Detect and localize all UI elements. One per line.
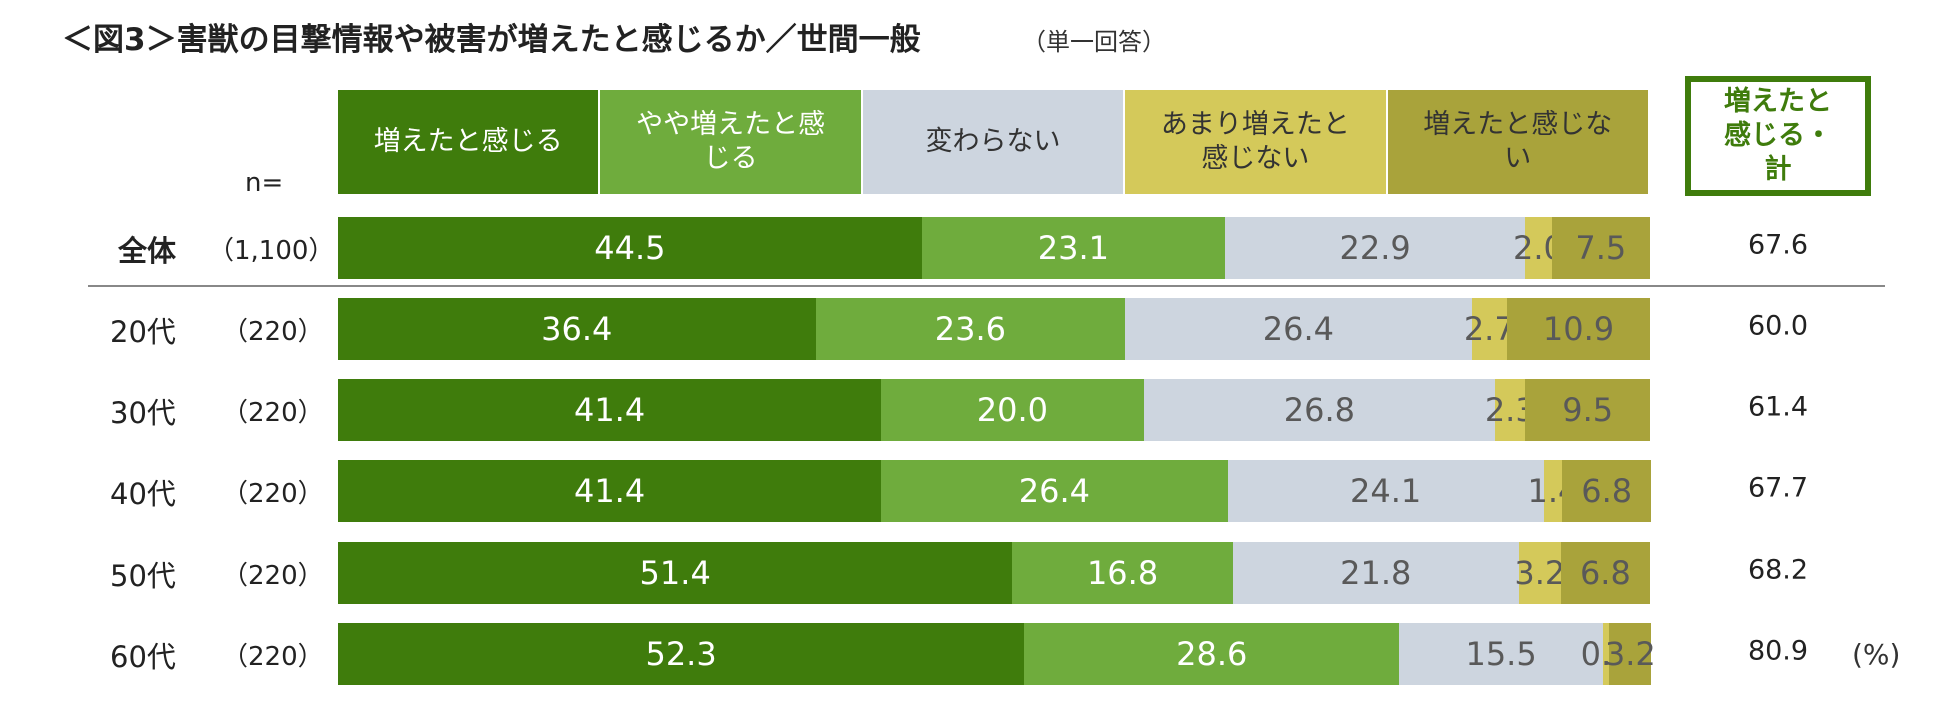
bar-segment	[1518, 542, 1561, 604]
legend-item: 増えたと感じない	[1387, 90, 1650, 194]
n-value: （1,100）	[208, 236, 335, 266]
value-label: 6.8	[1581, 472, 1633, 510]
value-label: 24.1	[1350, 472, 1422, 510]
bar-segment	[1399, 623, 1603, 685]
bar-segment	[338, 217, 922, 279]
n-value: （220）	[222, 317, 324, 347]
n-value: （220）	[222, 398, 324, 428]
value-label: 52.3	[645, 635, 717, 673]
bar-segment	[1560, 542, 1650, 604]
bar-segment	[1471, 298, 1507, 360]
bar-segment	[1227, 460, 1544, 522]
bar-segment	[1495, 379, 1526, 441]
value-label: 10.9	[1542, 310, 1615, 348]
value-label: 41.4	[573, 472, 646, 510]
bar-segment	[1224, 217, 1526, 279]
total-value: 60.0	[1747, 310, 1809, 342]
n-value: （220）	[222, 561, 324, 591]
unit-label: (%)	[1852, 638, 1901, 671]
separator	[88, 285, 1885, 287]
value-label: 9.5	[1562, 391, 1614, 429]
chart-subtitle: （単一回答）	[1022, 28, 1166, 56]
category-label: 全体	[118, 234, 177, 268]
bar-segment	[338, 542, 1013, 604]
legend-item: 変わらない	[862, 90, 1126, 194]
bar-segment	[338, 460, 882, 522]
n-value: （220）	[222, 642, 324, 672]
bar-segment	[1609, 623, 1652, 685]
value-label: 3.2	[1604, 635, 1656, 673]
bar-segment	[1562, 460, 1652, 522]
bar-segment	[338, 379, 882, 441]
value-label: 3.2	[1514, 554, 1566, 592]
bar-segment	[881, 460, 1228, 522]
bar-segment	[1543, 460, 1563, 522]
value-label: 44.5	[594, 229, 666, 267]
value-label: 26.8	[1283, 391, 1355, 429]
bar-segment	[815, 298, 1126, 360]
bar-segment	[1551, 217, 1650, 279]
total-value: 80.9	[1747, 635, 1809, 667]
value-label: 26.4	[1018, 472, 1090, 510]
value-label: 26.4	[1262, 310, 1334, 348]
category-label: 20代	[110, 315, 176, 349]
category-label: 60代	[110, 640, 176, 674]
total-value: 67.7	[1747, 472, 1809, 504]
category-label: 30代	[110, 396, 176, 430]
value-label: 28.6	[1176, 635, 1248, 673]
bar-segment	[881, 379, 1144, 441]
chart-title: ＜図3＞害獣の目撃情報や被害が増えたと感じるか／世間一般	[62, 22, 921, 58]
bar-segment	[1143, 379, 1496, 441]
bar-segment	[1024, 623, 1400, 685]
value-label: 36.4	[541, 310, 613, 348]
legend-item: やや増えたと感じる	[600, 90, 863, 194]
total-value: 61.4	[1747, 391, 1809, 423]
category-label: 50代	[110, 559, 176, 593]
total-header: 増えたと感じる・計	[1685, 76, 1871, 196]
value-label: 7.5	[1575, 229, 1627, 267]
bar-segment	[1506, 298, 1650, 360]
bar-segment	[1012, 542, 1233, 604]
value-label: 2.7	[1463, 310, 1515, 348]
value-label: 23.1	[1037, 229, 1109, 267]
value-label: 41.4	[573, 391, 646, 429]
value-label: 51.4	[639, 554, 711, 592]
bar-segment	[1525, 217, 1552, 279]
value-label: 15.5	[1465, 635, 1537, 673]
bar-segment	[1525, 379, 1650, 441]
bar-segment	[921, 217, 1225, 279]
value-label: 20.0	[976, 391, 1048, 429]
value-label: 22.9	[1339, 229, 1411, 267]
n-label: n=	[245, 168, 284, 198]
bar-segment	[1232, 542, 1519, 604]
bar-segment	[338, 623, 1025, 685]
bar-segment	[338, 298, 816, 360]
n-value: （220）	[222, 479, 324, 509]
value-label: 16.8	[1086, 554, 1159, 592]
total-value: 67.6	[1747, 229, 1809, 261]
value-label: 6.8	[1579, 554, 1631, 592]
legend-item: 増えたと感じる	[338, 90, 601, 194]
bar-segment	[1602, 623, 1610, 685]
value-label: 23.6	[934, 310, 1006, 348]
total-value: 68.2	[1747, 554, 1809, 586]
legend-item: あまり増えたと感じない	[1125, 90, 1388, 194]
category-label: 40代	[110, 477, 176, 511]
value-label: 21.8	[1340, 554, 1412, 592]
bar-segment	[1125, 298, 1472, 360]
